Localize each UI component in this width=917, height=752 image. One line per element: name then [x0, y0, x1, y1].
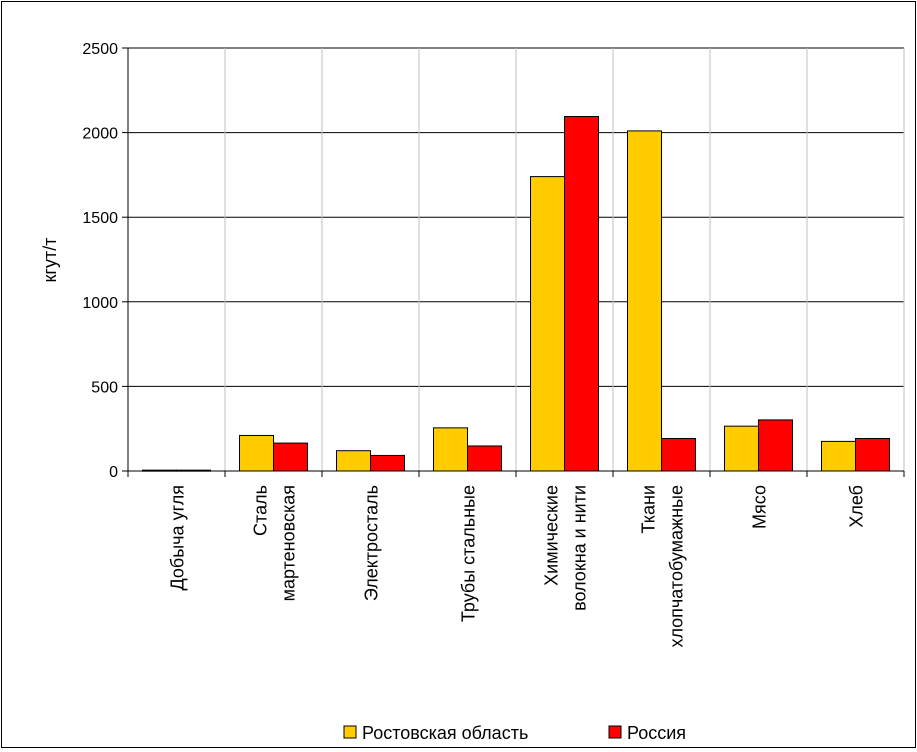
- bar: [627, 130, 662, 472]
- bar: [855, 438, 890, 472]
- x-tick-label: Мясо: [750, 485, 770, 529]
- x-tick-label: Электросталь: [362, 485, 382, 601]
- bar: [821, 440, 856, 472]
- legend: Ростовская область Россия: [343, 723, 686, 743]
- bar: [370, 454, 405, 472]
- x-tick-label: Хлеб: [847, 485, 867, 528]
- x-tick-label: мартеновская: [279, 485, 299, 601]
- x-tick-label: Трубы стальные: [459, 485, 479, 622]
- y-tick-label: 2500: [82, 41, 118, 58]
- legend-label: Россия: [627, 723, 686, 743]
- gridlines: [128, 47, 905, 471]
- y-tick-label: 1500: [82, 210, 118, 227]
- bar: [433, 427, 468, 472]
- bar: [661, 438, 696, 472]
- x-tick-label: Сталь: [251, 485, 271, 536]
- axes: [122, 47, 905, 477]
- y-tick-labels: 0 500 1000 1500 2000 2500: [82, 41, 118, 481]
- y-tick-label: 0: [109, 464, 118, 481]
- y-tick-label: 500: [91, 379, 118, 396]
- bar: [530, 176, 565, 472]
- y-tick-label: 2000: [82, 126, 118, 143]
- bar: [758, 419, 793, 472]
- bar: [239, 434, 274, 472]
- bar: [467, 445, 502, 472]
- x-tick-labels: Добыча угля Сталь мартеновская Электросталь…: [168, 485, 867, 648]
- legend-swatch: [608, 725, 622, 739]
- y-tick-label: 1000: [82, 295, 118, 312]
- x-tick-label: Добыча угля: [168, 485, 188, 590]
- legend-swatch: [343, 725, 357, 739]
- bar: [336, 450, 371, 472]
- bars: [142, 116, 890, 472]
- bar: [724, 425, 759, 472]
- x-tick-label: Ткани: [639, 485, 659, 533]
- y-axis-label: кгут/т: [40, 238, 60, 283]
- bar: [564, 116, 599, 472]
- bar: [273, 442, 308, 472]
- x-tick-label: Химические: [542, 485, 562, 586]
- x-tick-label: волокна и нити: [570, 485, 590, 611]
- x-tick-label: хлопчатобумажные: [667, 485, 687, 648]
- legend-label: Ростовская область: [362, 723, 528, 743]
